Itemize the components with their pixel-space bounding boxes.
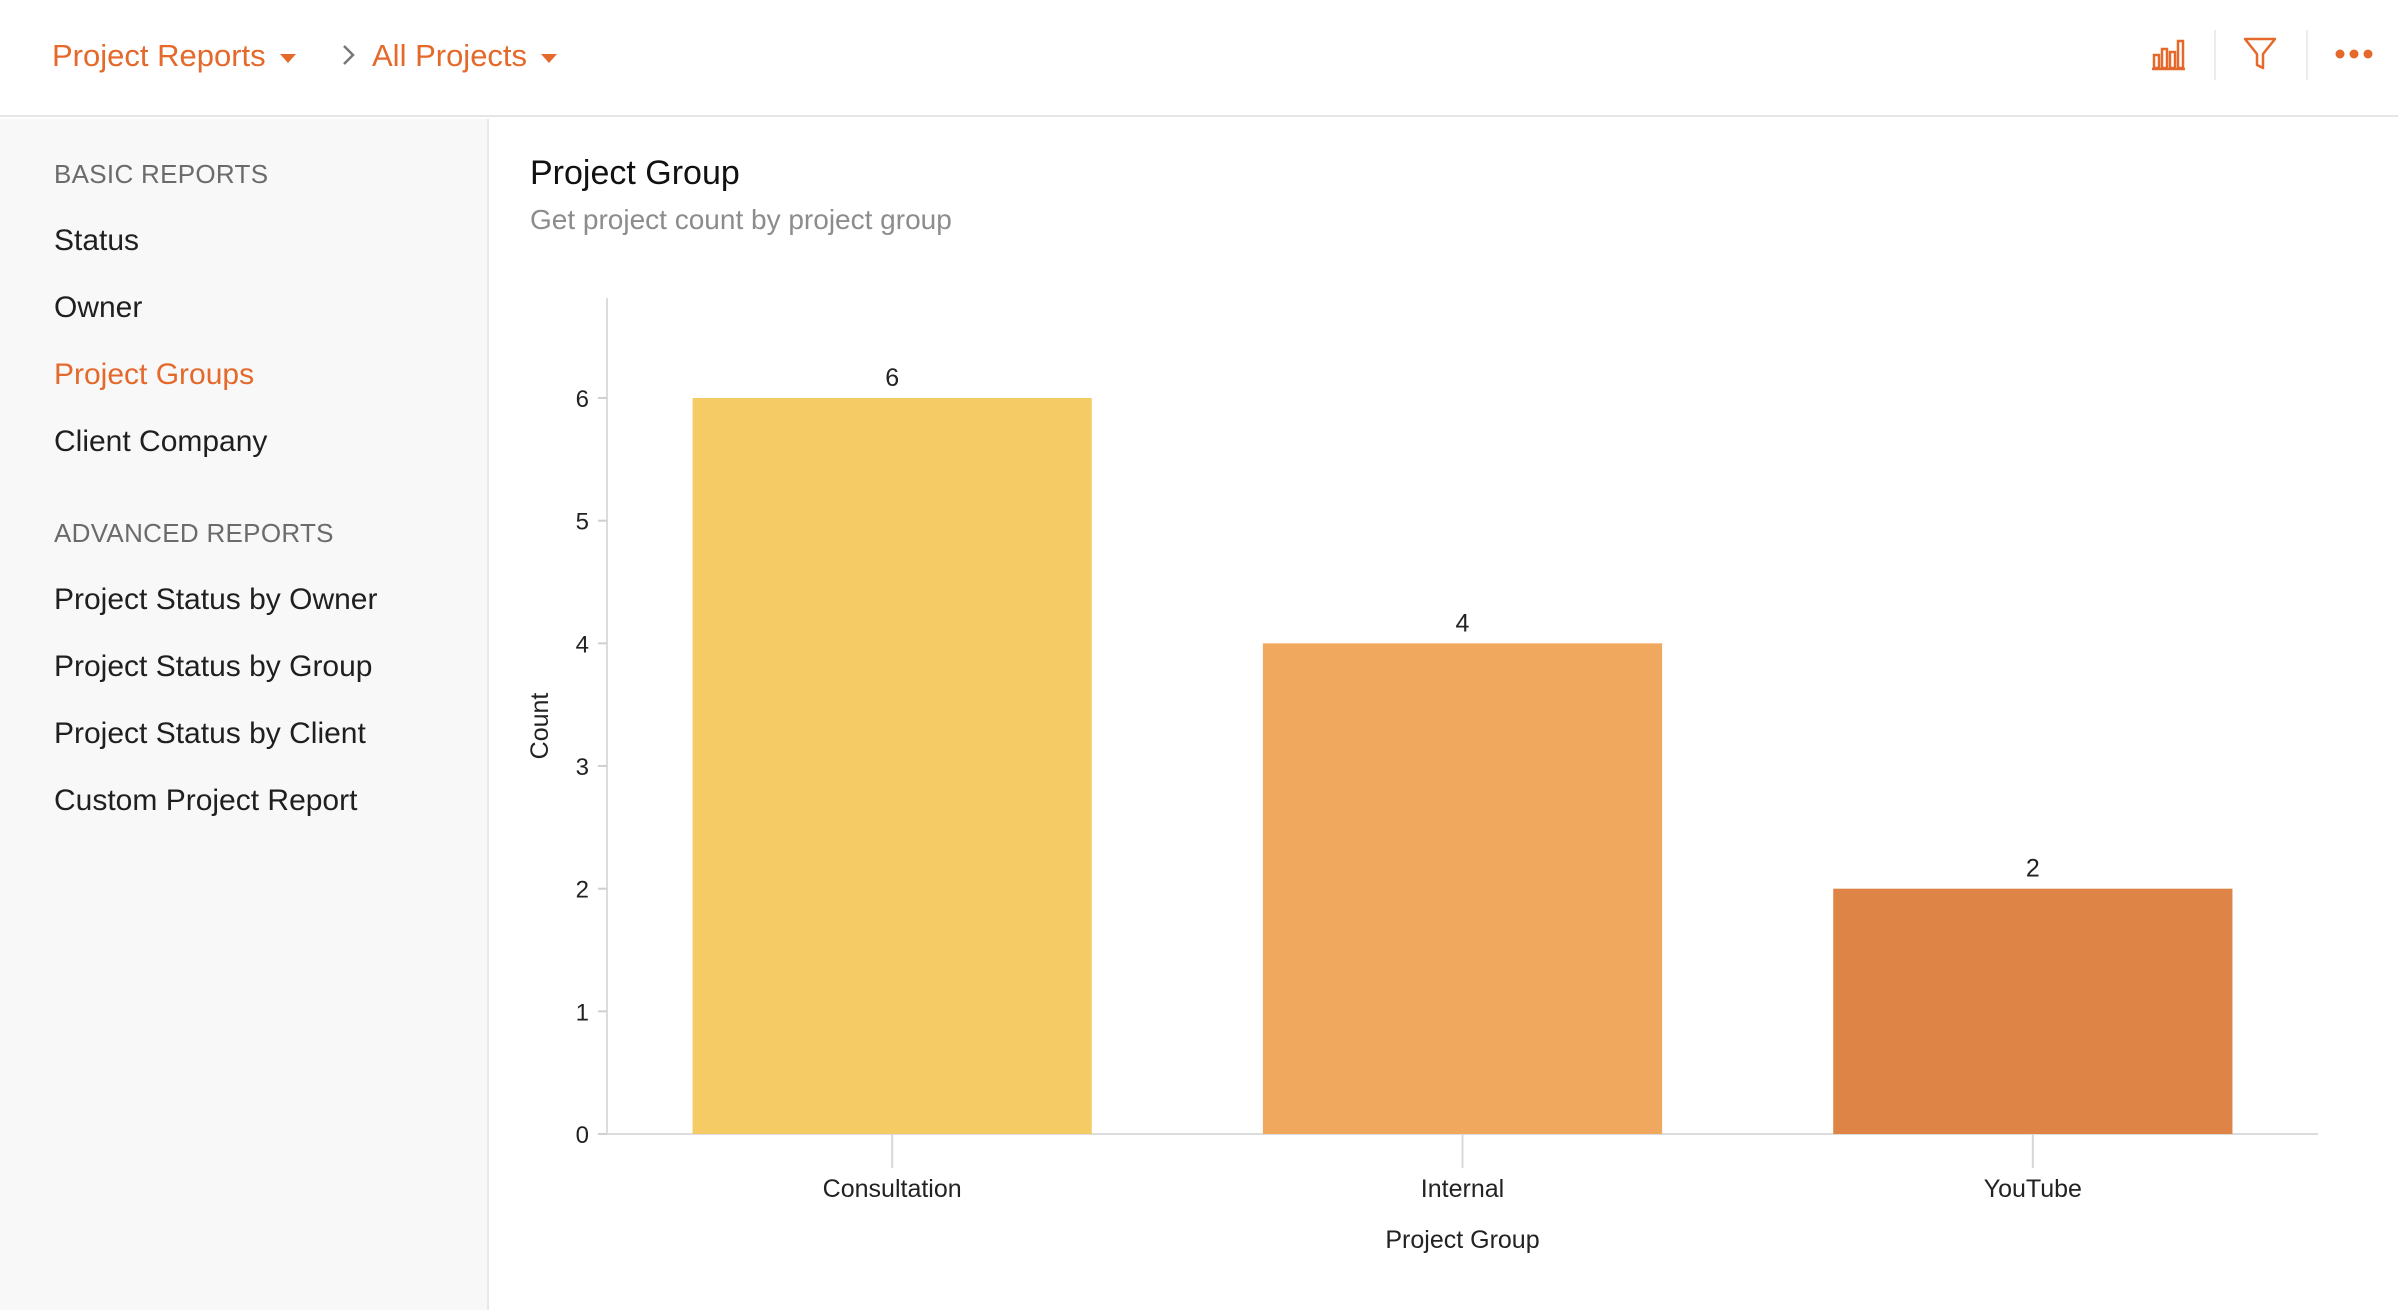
project-scope-label: All Projects bbox=[372, 38, 528, 73]
chevron-right-icon bbox=[343, 45, 355, 65]
sidebar-item-status-by-owner[interactable]: Project Status by Owner bbox=[54, 583, 378, 616]
y-tick-label: 4 bbox=[576, 631, 589, 658]
sidebar-item-status-by-group[interactable]: Project Status by Group bbox=[54, 650, 373, 683]
filter-icon[interactable] bbox=[2236, 30, 2284, 78]
basic-reports-heading: BASIC REPORTS bbox=[54, 159, 269, 189]
bar bbox=[1262, 643, 1663, 1134]
bar bbox=[1833, 888, 2233, 1134]
sidebar-item-status-by-client[interactable]: Project Status by Client bbox=[54, 717, 366, 750]
data-label: 2 bbox=[2026, 855, 2040, 883]
more-icon[interactable] bbox=[2330, 30, 2378, 78]
top-bar: Project Reports All Projects bbox=[0, 0, 2398, 117]
y-tick-label: 6 bbox=[576, 386, 589, 413]
x-tick-label: Consultation bbox=[823, 1175, 962, 1203]
bar-chart-icon[interactable] bbox=[2144, 30, 2192, 78]
sidebar-item-status[interactable]: Status bbox=[54, 224, 140, 257]
y-tick-label: 5 bbox=[576, 509, 589, 536]
data-label: 4 bbox=[1456, 609, 1470, 637]
caret-down-icon bbox=[541, 53, 558, 63]
y-tick-label: 3 bbox=[576, 754, 589, 781]
chart-title: Project Group bbox=[530, 154, 740, 192]
bar bbox=[692, 398, 1092, 1134]
y-tick-label: 0 bbox=[576, 1122, 589, 1149]
y-tick-label: 1 bbox=[576, 999, 589, 1026]
project-scope-dropdown[interactable]: All Projects bbox=[372, 34, 558, 78]
sidebar-item-client-company[interactable]: Client Company bbox=[54, 425, 268, 458]
bar-chart: 0 1 2 3 4 5 6 6 Consultation 4 Internal 2 YouTube Pro… bbox=[526, 298, 2318, 1254]
report-sidebar: BASIC REPORTS Status Owner Project Group… bbox=[0, 119, 489, 1310]
report-type-label: Project Reports bbox=[52, 38, 266, 73]
chart-subtitle: Get project count by project group bbox=[530, 204, 952, 235]
y-axis-title: Count bbox=[526, 693, 554, 760]
x-tick-label: Internal bbox=[1421, 1175, 1504, 1203]
caret-down-icon bbox=[279, 53, 296, 63]
x-tick-label: YouTube bbox=[1984, 1175, 2082, 1203]
data-label: 6 bbox=[885, 364, 899, 392]
header-divider bbox=[2214, 30, 2216, 80]
sidebar-item-custom-report[interactable]: Custom Project Report bbox=[54, 784, 358, 817]
sidebar-item-owner[interactable]: Owner bbox=[54, 291, 143, 324]
x-axis-title: Project Group bbox=[1385, 1226, 1539, 1254]
header-divider bbox=[2306, 30, 2308, 80]
sidebar-item-project-groups[interactable]: Project Groups bbox=[54, 358, 255, 391]
report-type-dropdown[interactable]: Project Reports bbox=[52, 34, 296, 78]
advanced-reports-heading: ADVANCED REPORTS bbox=[54, 518, 334, 548]
y-tick-label: 2 bbox=[576, 877, 589, 904]
